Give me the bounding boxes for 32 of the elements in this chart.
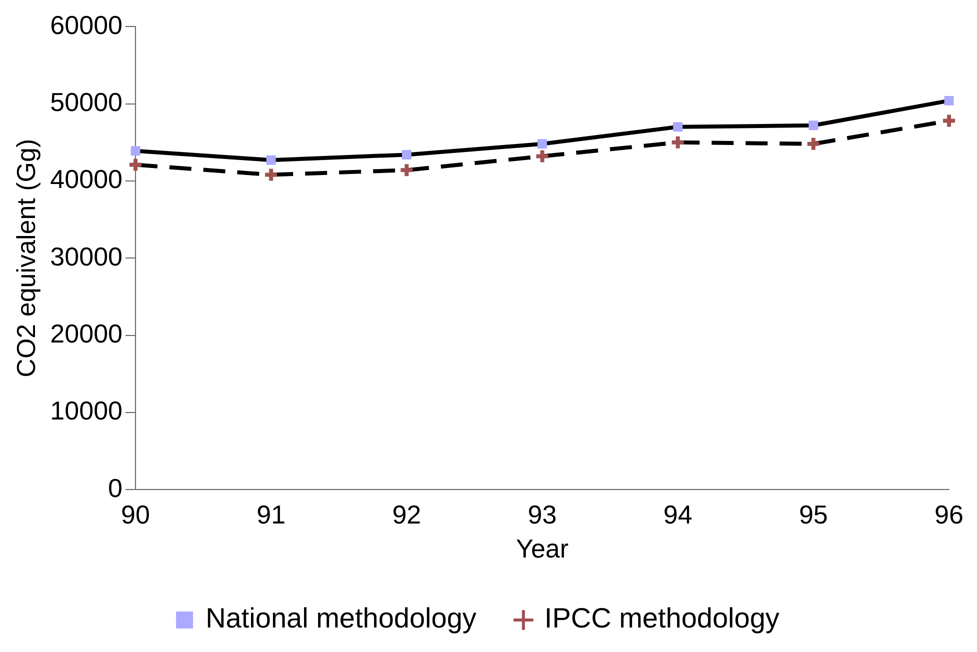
y-axis-title: CO2 equivalent (Gg) (10, 138, 41, 378)
point (130, 146, 140, 156)
legend-label: IPCC methodology (544, 602, 780, 634)
y-tick-label: 30000 (50, 241, 122, 272)
x-tick-label: 91 (256, 499, 286, 530)
point (941, 112, 957, 129)
y-tick-label: 10000 (50, 396, 122, 426)
y-tick-label: 0 (108, 472, 122, 503)
point (266, 155, 276, 165)
point (398, 162, 415, 178)
point (673, 122, 683, 132)
x-axis-title: Year (516, 534, 569, 564)
y-tick-label: 40000 (50, 164, 122, 194)
y-tick-label: 50000 (50, 86, 122, 117)
legend-label: National methodology (206, 602, 476, 634)
x-tick-label: 93 (528, 499, 557, 530)
point (402, 150, 412, 160)
x-tick-label: 94 (663, 499, 692, 530)
x-tick-label: 90 (121, 499, 150, 530)
point (534, 148, 550, 164)
x-tick-label: 95 (798, 499, 828, 530)
point (805, 136, 822, 152)
point (263, 166, 280, 183)
x-tick-label: 92 (392, 499, 422, 530)
point (808, 120, 818, 130)
point (128, 156, 144, 173)
point (538, 139, 547, 149)
x-tick-label: 96 (934, 499, 964, 530)
y-tick-label: 60000 (50, 10, 122, 40)
point (944, 96, 954, 106)
y-tick-label: 20000 (50, 318, 122, 348)
point (670, 134, 686, 150)
